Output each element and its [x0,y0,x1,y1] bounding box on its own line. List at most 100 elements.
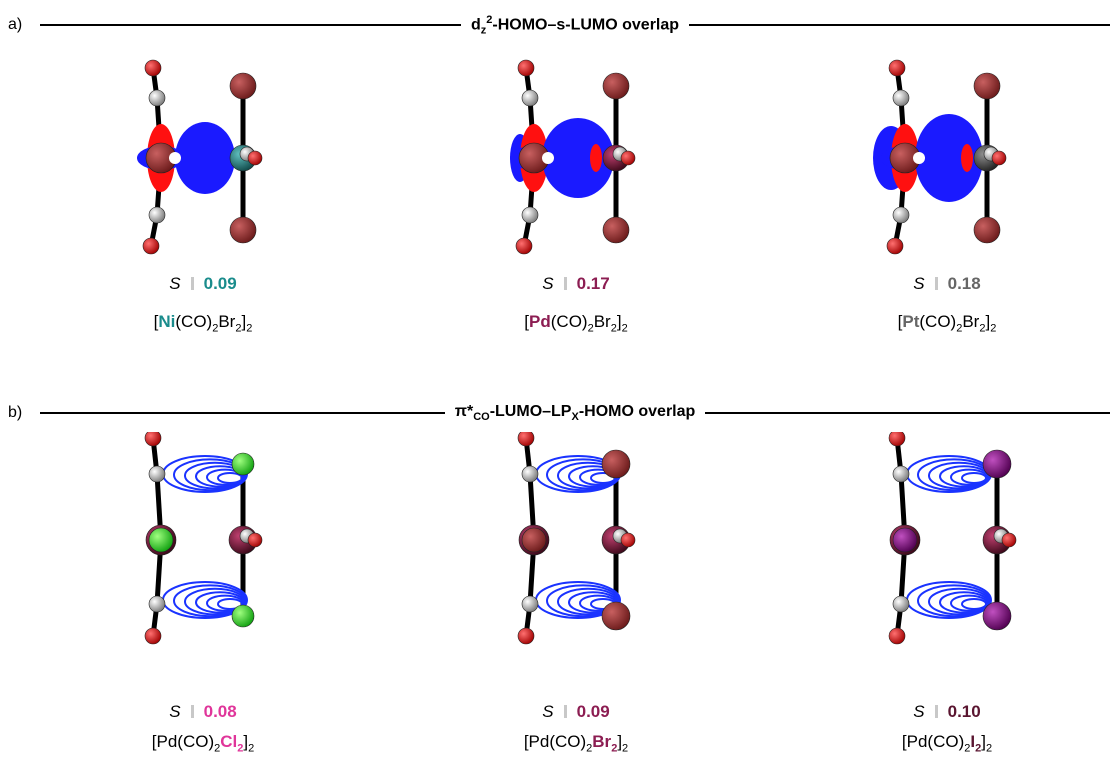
atom [248,533,262,547]
formula-part: 2 [248,742,254,754]
atom [1002,533,1016,547]
s-label: S [169,702,180,721]
overlap-value: 0.09 [204,274,237,293]
formula-part: 2 [622,742,628,754]
overlap-value: 0.08 [204,702,237,721]
orbital-lobe [175,122,235,194]
formula-part: (CO) [175,312,212,331]
formula-part: [Pd(CO) [524,732,586,751]
atom [149,207,165,223]
formula-part: 2 [990,322,996,334]
formula-part: 2 [622,322,628,334]
title-part: -HOMO overlap [579,403,695,420]
vacancy [169,152,181,164]
atom [992,151,1006,165]
formula-part: Br [592,732,611,751]
item: S0.18 [Pt(CO)2Br2]2 [827,50,1067,334]
molecule [847,50,1047,272]
orbital-lobe [961,144,973,172]
atom [893,466,909,482]
formula-part: Br [594,312,611,331]
formula-part: (CO) [551,312,588,331]
item: S0.10 [Pd(CO)2I2]2 [827,432,1067,754]
figure: {"panels": [ {"label": "a)", "title": ["… [0,0,1110,760]
atom [602,602,630,630]
atom [621,151,635,165]
rule [40,24,461,26]
overlap-value: 0.10 [948,702,981,721]
title-part: -LUMO–LP [490,403,572,420]
atom [522,90,538,106]
atom [230,217,256,243]
separator [935,277,938,290]
formula: [Pd(CO)2Cl2]2 [83,730,323,754]
contour [962,599,986,609]
rule [705,412,1110,414]
atom [893,596,909,612]
atom [518,628,534,644]
atom [230,73,256,99]
title-part: X [571,411,578,423]
atom [889,432,905,446]
molecule [103,50,303,272]
formula: [Pd(CO)2I2]2 [827,730,1067,754]
atom [248,151,262,165]
overlap-row: S 0.18 [827,272,1067,296]
atom [516,238,532,254]
item: S0.09 [Ni(CO)2Br2]2 [83,50,323,334]
molecule [847,432,1047,654]
panel-header: a) dz2-HOMO–s-LUMO overlap [8,12,1110,38]
atom [522,596,538,612]
panel-label: a) [8,16,40,34]
panel-header: b) π*CO-LUMO–LPX-HOMO overlap [8,400,1110,426]
title-part: -HOMO–s-LUMO overlap [492,16,679,33]
atom [889,628,905,644]
atom [893,90,909,106]
contour [962,473,986,483]
atom [983,602,1011,630]
orbital-lobe [590,144,602,172]
rule [40,412,445,414]
overlap-value: 0.18 [948,274,981,293]
atom [603,217,629,243]
title-part: π* [455,403,473,420]
formula-part: (CO) [919,312,956,331]
atom [522,466,538,482]
atom [145,60,161,76]
formula-part: 2 [986,742,992,754]
vacancy [542,152,554,164]
panel-title: π*CO-LUMO–LPX-HOMO overlap [445,403,706,423]
atom [149,90,165,106]
formula-part: Pd [529,312,551,331]
title-part: CO [473,411,490,423]
atom [149,596,165,612]
item: S0.09 [Pd(CO)2Br2]2 [456,432,696,754]
separator [564,277,567,290]
overlap-value: 0.09 [577,702,610,721]
atom [889,60,905,76]
title-part: z [481,24,487,36]
atom [149,466,165,482]
s-label: S [913,274,924,293]
overlap-value: 0.17 [577,274,610,293]
formula: [Pt(CO)2Br2]2 [827,310,1067,334]
atom [893,528,917,552]
vacancy [913,152,925,164]
molecule [103,432,303,654]
rule [689,24,1110,26]
separator [935,705,938,718]
formula: [Pd(CO)2Br2]2 [456,730,696,754]
atom [232,605,254,627]
formula-part: 2 [246,322,252,334]
atom [232,453,254,475]
atom [602,450,630,478]
formula-part: Pt [902,312,919,331]
molecule [476,432,676,654]
s-label: S [169,274,180,293]
formula-part: Cl [220,732,237,751]
atom [145,628,161,644]
atom [893,207,909,223]
formula: [Pd(CO)2Br2]2 [456,310,696,334]
